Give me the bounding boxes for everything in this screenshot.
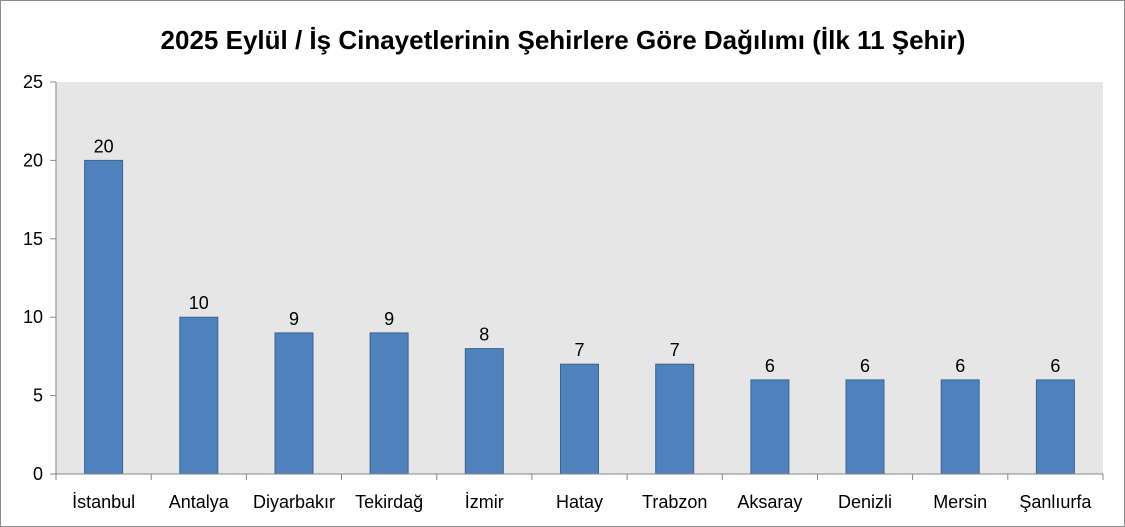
category-label-7: Aksaray bbox=[737, 492, 802, 512]
data-label-9: 6 bbox=[955, 356, 965, 376]
category-label-4: İzmir bbox=[465, 492, 504, 512]
data-label-8: 6 bbox=[860, 356, 870, 376]
y-tick-label-0: 0 bbox=[33, 464, 43, 484]
bar-7 bbox=[750, 379, 790, 475]
data-label-10: 6 bbox=[1050, 356, 1060, 376]
bar-10 bbox=[1035, 379, 1075, 475]
data-label-4: 8 bbox=[479, 325, 489, 345]
category-label-8: Denizli bbox=[838, 492, 892, 512]
data-label-0: 20 bbox=[94, 136, 114, 156]
y-tick-label-3: 15 bbox=[23, 229, 43, 249]
data-label-2: 9 bbox=[289, 309, 299, 329]
bar-4 bbox=[464, 348, 504, 475]
data-label-3: 9 bbox=[384, 309, 394, 329]
data-label-7: 6 bbox=[765, 356, 775, 376]
category-label-1: Antalya bbox=[169, 492, 230, 512]
bar-1 bbox=[179, 316, 219, 475]
data-label-6: 7 bbox=[670, 340, 680, 360]
data-label-1: 10 bbox=[189, 293, 209, 313]
category-label-10: Şanlıurfa bbox=[1019, 492, 1092, 512]
category-label-9: Mersin bbox=[933, 492, 987, 512]
y-tick-label-2: 10 bbox=[23, 307, 43, 327]
y-tick-label-4: 20 bbox=[23, 150, 43, 170]
y-tick-label-5: 25 bbox=[23, 72, 43, 92]
bar-3 bbox=[369, 332, 409, 475]
category-label-0: İstanbul bbox=[72, 492, 135, 512]
category-label-6: Trabzon bbox=[642, 492, 707, 512]
data-label-5: 7 bbox=[574, 340, 584, 360]
y-tick-label-1: 5 bbox=[33, 386, 43, 406]
bar-9 bbox=[940, 379, 980, 475]
bar-2 bbox=[274, 332, 314, 475]
bar-5 bbox=[560, 363, 599, 475]
bar-6 bbox=[655, 363, 695, 475]
bar-8 bbox=[845, 379, 885, 475]
category-label-5: Hatay bbox=[556, 492, 603, 512]
category-label-3: Tekirdağ bbox=[355, 492, 423, 512]
bar-0 bbox=[84, 159, 124, 475]
category-label-2: Diyarbakır bbox=[253, 492, 335, 512]
chart-title: 2025 Eylül / İş Cinayetlerinin Şehirlere… bbox=[161, 25, 966, 55]
